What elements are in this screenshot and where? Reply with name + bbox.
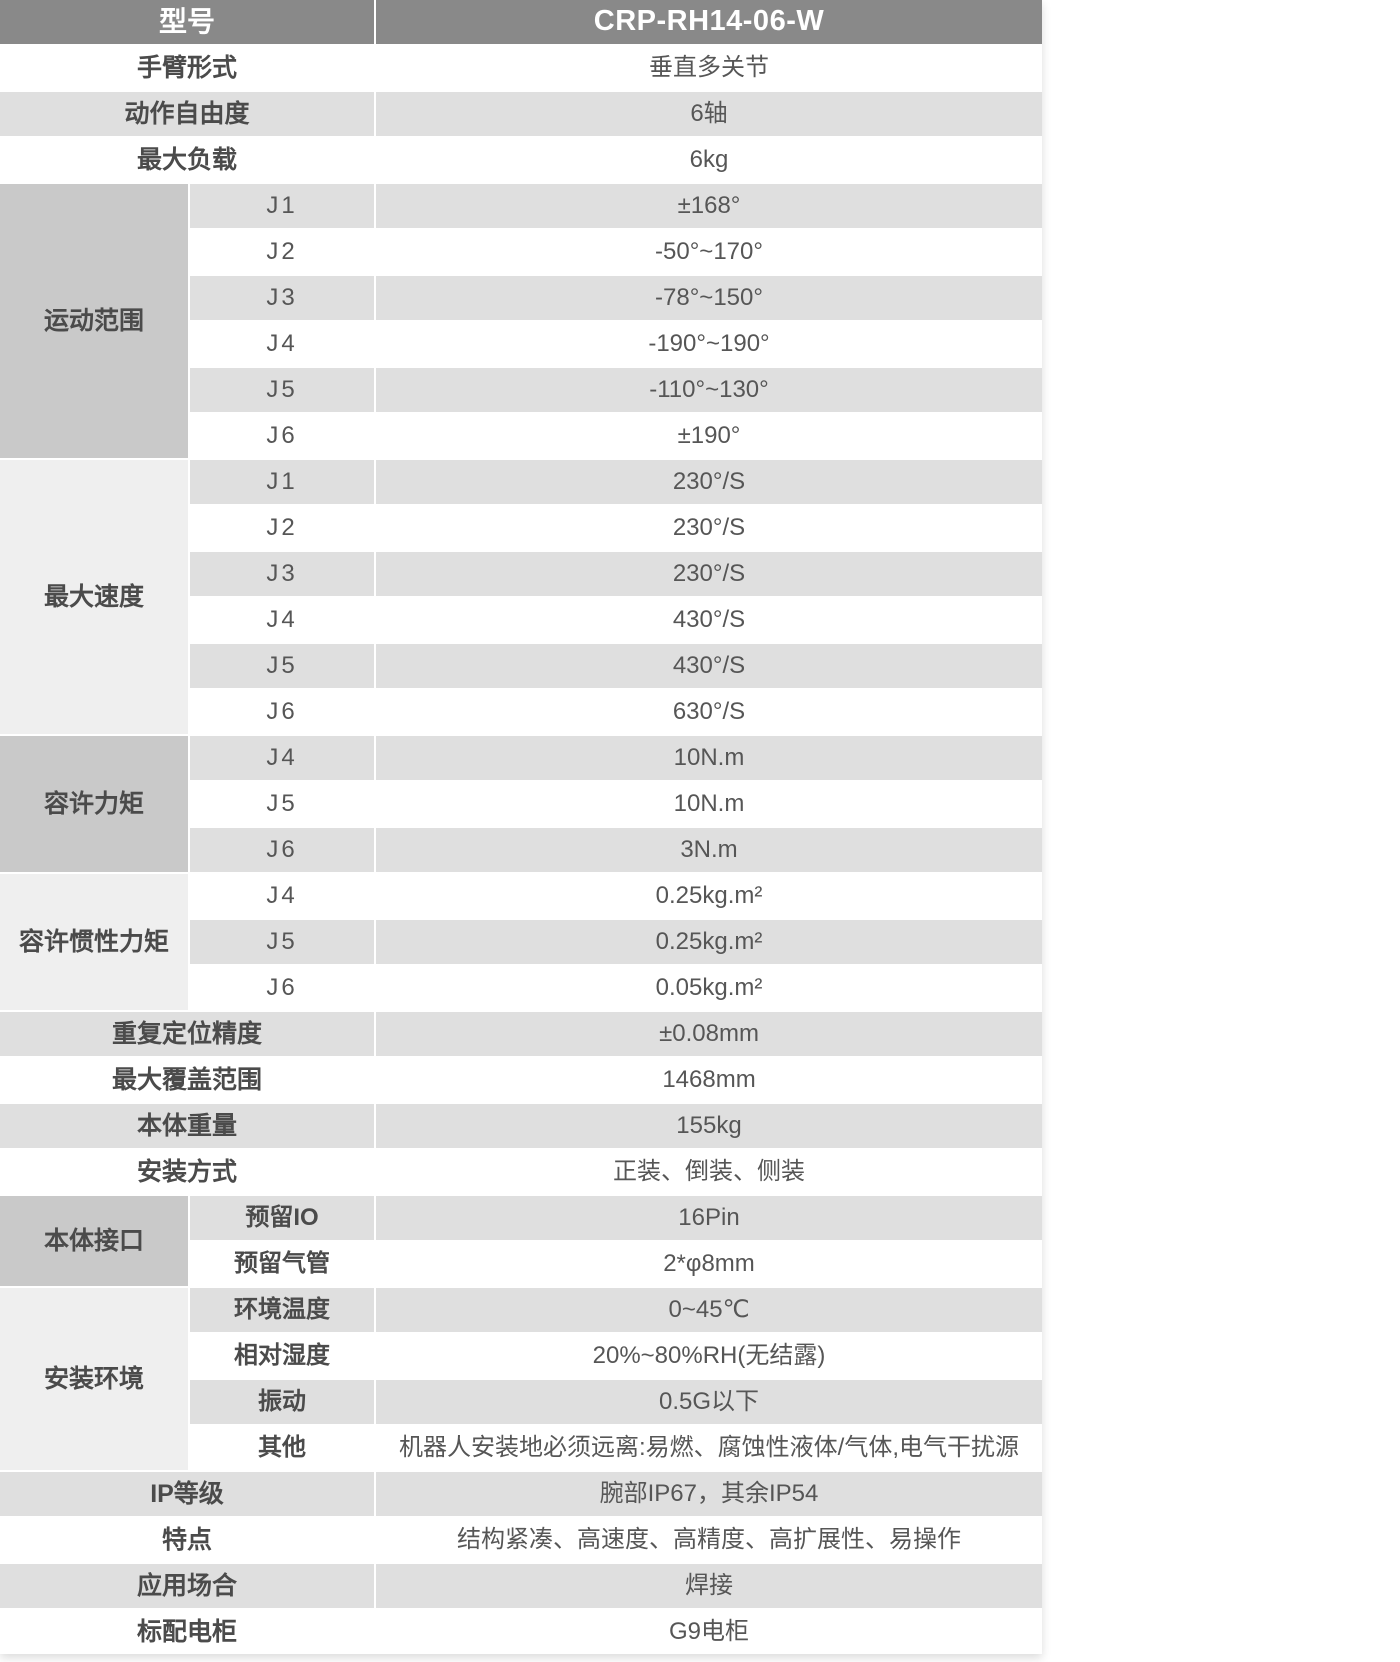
header-model-label: 型号	[0, 0, 374, 44]
group-item-label: J6	[190, 690, 374, 734]
group-item-value: ±168°	[376, 184, 1042, 228]
group-item-label: 相对湿度	[190, 1334, 374, 1378]
group-item-label: J4	[190, 874, 374, 918]
spec-row-label: IP等级	[0, 1472, 374, 1516]
group-item-value: 630°/S	[376, 690, 1042, 734]
group-item-value: ±190°	[376, 414, 1042, 458]
spec-row-value: G9电柜	[376, 1610, 1042, 1654]
group-item-label: J6	[190, 966, 374, 1010]
spec-row-label: 应用场合	[0, 1564, 374, 1608]
spec-row-value: 正装、倒装、侧装	[376, 1150, 1042, 1194]
group-item-value: -78°~150°	[376, 276, 1042, 320]
group-item-label: J6	[190, 414, 374, 458]
group-item-value: 20%~80%RH(无结露)	[376, 1334, 1042, 1378]
group-item-label: 预留气管	[190, 1242, 374, 1286]
spec-row-label: 重复定位精度	[0, 1012, 374, 1056]
spec-row-label: 本体重量	[0, 1104, 374, 1148]
spec-row-label: 动作自由度	[0, 92, 374, 136]
spec-row-value: 6kg	[376, 138, 1042, 182]
spec-table: 型号 CRP-RH14-06-W 手臂形式 垂直多关节 动作自由度 6轴 最大负载 6kg…	[0, 0, 1042, 1654]
spec-row-label: 最大负载	[0, 138, 374, 182]
group-item-label: J3	[190, 276, 374, 320]
spec-row-value: 155kg	[376, 1104, 1042, 1148]
spec-row-label: 标配电柜	[0, 1610, 374, 1654]
group-label: 最大速度	[0, 460, 188, 734]
group-item-value: 10N.m	[376, 736, 1042, 780]
group-item-label: J6	[190, 828, 374, 872]
group-item-value: 230°/S	[376, 506, 1042, 550]
group-item-value: 0.5G以下	[376, 1380, 1042, 1424]
group-item-value: 0.05kg.m²	[376, 966, 1042, 1010]
group-label: 容许力矩	[0, 736, 188, 872]
group-item-value: 230°/S	[376, 460, 1042, 504]
group-item-value: 230°/S	[376, 552, 1042, 596]
group-item-label: J3	[190, 552, 374, 596]
group-item-label: 环境温度	[190, 1288, 374, 1332]
group-item-value: 0.25kg.m²	[376, 874, 1042, 918]
group-item-value: 16Pin	[376, 1196, 1042, 1240]
spec-row-label: 手臂形式	[0, 46, 374, 90]
spec-row-value: ±0.08mm	[376, 1012, 1042, 1056]
group-item-value: 机器人安装地必须远离:易燃、腐蚀性液体/气体,电气干扰源	[376, 1426, 1042, 1470]
group-item-value: -110°~130°	[376, 368, 1042, 412]
group-item-value: 430°/S	[376, 598, 1042, 642]
spec-row-value: 腕部IP67，其余IP54	[376, 1472, 1042, 1516]
group-item-label: J5	[190, 644, 374, 688]
group-item-value: 3N.m	[376, 828, 1042, 872]
group-item-value: 430°/S	[376, 644, 1042, 688]
group-item-label: J5	[190, 782, 374, 826]
group-item-label: J1	[190, 460, 374, 504]
group-item-label: 预留IO	[190, 1196, 374, 1240]
group-label: 本体接口	[0, 1196, 188, 1286]
spec-row-label: 安装方式	[0, 1150, 374, 1194]
spec-row-label: 最大覆盖范围	[0, 1058, 374, 1102]
spec-row-value: 焊接	[376, 1564, 1042, 1608]
group-item-label: J2	[190, 230, 374, 274]
group-item-value: 10N.m	[376, 782, 1042, 826]
group-item-label: J5	[190, 368, 374, 412]
group-item-value: 0.25kg.m²	[376, 920, 1042, 964]
header-model-value: CRP-RH14-06-W	[376, 0, 1042, 44]
group-item-label: 其他	[190, 1426, 374, 1470]
spec-row-value: 垂直多关节	[376, 46, 1042, 90]
group-item-value: -190°~190°	[376, 322, 1042, 366]
group-item-label: 振动	[190, 1380, 374, 1424]
spec-row-value: 结构紧凑、高速度、高精度、高扩展性、易操作	[376, 1518, 1042, 1562]
spec-row-value: 1468mm	[376, 1058, 1042, 1102]
group-item-value: 2*φ8mm	[376, 1242, 1042, 1286]
group-item-label: J4	[190, 322, 374, 366]
group-item-label: J4	[190, 736, 374, 780]
group-item-label: J4	[190, 598, 374, 642]
spec-row-value: 6轴	[376, 92, 1042, 136]
group-label: 安装环境	[0, 1288, 188, 1470]
group-item-value: -50°~170°	[376, 230, 1042, 274]
group-item-value: 0~45℃	[376, 1288, 1042, 1332]
group-label: 容许惯性力矩	[0, 874, 188, 1010]
group-item-label: J1	[190, 184, 374, 228]
spec-row-label: 特点	[0, 1518, 374, 1562]
group-item-label: J2	[190, 506, 374, 550]
group-label: 运动范围	[0, 184, 188, 458]
group-item-label: J5	[190, 920, 374, 964]
